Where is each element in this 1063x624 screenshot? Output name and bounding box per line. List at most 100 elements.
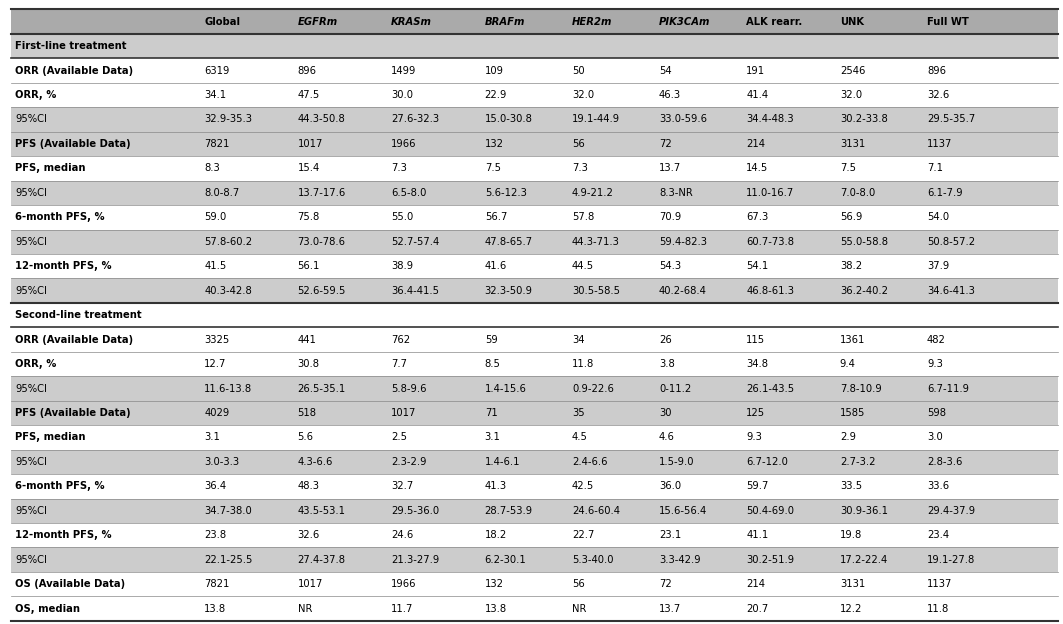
Text: 47.5: 47.5 xyxy=(298,90,320,100)
Text: 3131: 3131 xyxy=(840,579,865,589)
Text: 24.6: 24.6 xyxy=(391,530,414,540)
Text: 20.7: 20.7 xyxy=(746,603,769,613)
Text: 12-month PFS, %: 12-month PFS, % xyxy=(15,530,112,540)
Text: 23.1: 23.1 xyxy=(659,530,681,540)
Bar xyxy=(11,376,1058,401)
Text: 70.9: 70.9 xyxy=(659,212,681,222)
Text: 7.0-8.0: 7.0-8.0 xyxy=(840,188,875,198)
Text: 50.4-69.0: 50.4-69.0 xyxy=(746,506,794,516)
Text: HER2m: HER2m xyxy=(572,17,612,27)
Bar xyxy=(11,34,1058,58)
Text: 21.3-27.9: 21.3-27.9 xyxy=(391,555,439,565)
Text: 214: 214 xyxy=(746,579,765,589)
Text: 11.7: 11.7 xyxy=(391,603,414,613)
Text: NR: NR xyxy=(298,603,313,613)
Text: 762: 762 xyxy=(391,334,410,344)
Text: 50.8-57.2: 50.8-57.2 xyxy=(927,236,975,246)
Text: OS, median: OS, median xyxy=(15,603,80,613)
Text: 32.3-50.9: 32.3-50.9 xyxy=(485,286,533,296)
Text: 8.3: 8.3 xyxy=(204,163,220,173)
Text: 11.8: 11.8 xyxy=(572,359,594,369)
Text: 6319: 6319 xyxy=(204,66,230,76)
Text: 8.0-8.7: 8.0-8.7 xyxy=(204,188,239,198)
Text: 34.1: 34.1 xyxy=(204,90,226,100)
Text: 2.5: 2.5 xyxy=(391,432,407,442)
Text: 36.2-40.2: 36.2-40.2 xyxy=(840,286,888,296)
Text: ORR (Available Data): ORR (Available Data) xyxy=(15,66,133,76)
Text: 12.2: 12.2 xyxy=(840,603,862,613)
Text: 125: 125 xyxy=(746,408,765,418)
Text: 59.4-82.3: 59.4-82.3 xyxy=(659,236,707,246)
Text: PFS, median: PFS, median xyxy=(15,432,85,442)
Text: 7.7: 7.7 xyxy=(391,359,407,369)
Text: 48.3: 48.3 xyxy=(298,481,320,491)
Text: 1017: 1017 xyxy=(298,139,323,149)
Text: 59: 59 xyxy=(485,334,497,344)
Text: 95%CI: 95%CI xyxy=(15,114,47,124)
Text: 34.8: 34.8 xyxy=(746,359,769,369)
Text: 7.3: 7.3 xyxy=(572,163,588,173)
Text: 54.1: 54.1 xyxy=(746,261,769,271)
Text: 7821: 7821 xyxy=(204,139,230,149)
Text: 6.2-30.1: 6.2-30.1 xyxy=(485,555,526,565)
Text: 95%CI: 95%CI xyxy=(15,236,47,246)
Text: 46.3: 46.3 xyxy=(659,90,681,100)
Text: 2546: 2546 xyxy=(840,66,865,76)
Text: Full WT: Full WT xyxy=(927,17,968,27)
Text: 41.3: 41.3 xyxy=(485,481,507,491)
Text: 34: 34 xyxy=(572,334,585,344)
Text: 46.8-61.3: 46.8-61.3 xyxy=(746,286,794,296)
Text: 29.5-36.0: 29.5-36.0 xyxy=(391,506,439,516)
Text: 30.5-58.5: 30.5-58.5 xyxy=(572,286,620,296)
Text: 72: 72 xyxy=(659,579,672,589)
Text: 26.5-35.1: 26.5-35.1 xyxy=(298,384,345,394)
Text: ORR, %: ORR, % xyxy=(15,359,56,369)
Bar xyxy=(11,401,1058,425)
Text: 38.9: 38.9 xyxy=(391,261,414,271)
Text: 3.0-3.3: 3.0-3.3 xyxy=(204,457,239,467)
Text: 54: 54 xyxy=(659,66,672,76)
Text: ORR, %: ORR, % xyxy=(15,90,56,100)
Text: 11.6-13.8: 11.6-13.8 xyxy=(204,384,252,394)
Text: 7.8-10.9: 7.8-10.9 xyxy=(840,384,881,394)
Text: 0.9-22.6: 0.9-22.6 xyxy=(572,384,613,394)
Text: 55.0-58.8: 55.0-58.8 xyxy=(840,236,888,246)
Text: 42.5: 42.5 xyxy=(572,481,594,491)
Text: 14.5: 14.5 xyxy=(746,163,769,173)
Text: 2.9: 2.9 xyxy=(840,432,856,442)
Text: 1137: 1137 xyxy=(927,579,952,589)
Text: 33.6: 33.6 xyxy=(927,481,949,491)
Text: 67.3: 67.3 xyxy=(746,212,769,222)
Text: 30.2-51.9: 30.2-51.9 xyxy=(746,555,794,565)
Text: 6.5-8.0: 6.5-8.0 xyxy=(391,188,426,198)
Text: 2.3-2.9: 2.3-2.9 xyxy=(391,457,426,467)
Text: 32.6: 32.6 xyxy=(927,90,949,100)
Text: 11.0-16.7: 11.0-16.7 xyxy=(746,188,794,198)
Text: ORR (Available Data): ORR (Available Data) xyxy=(15,334,133,344)
Text: 32.0: 32.0 xyxy=(840,90,862,100)
Bar xyxy=(11,450,1058,474)
Text: 18.2: 18.2 xyxy=(485,530,507,540)
Text: 95%CI: 95%CI xyxy=(15,555,47,565)
Text: 7.3: 7.3 xyxy=(391,163,407,173)
Text: 1361: 1361 xyxy=(840,334,865,344)
Text: 26: 26 xyxy=(659,334,672,344)
Text: 15.4: 15.4 xyxy=(298,163,320,173)
Text: 4.9-21.2: 4.9-21.2 xyxy=(572,188,613,198)
Text: 7.5: 7.5 xyxy=(840,163,856,173)
Text: 29.4-37.9: 29.4-37.9 xyxy=(927,506,975,516)
Text: 191: 191 xyxy=(746,66,765,76)
Text: 3.0: 3.0 xyxy=(927,432,943,442)
Text: 60.7-73.8: 60.7-73.8 xyxy=(746,236,794,246)
Text: NR: NR xyxy=(572,603,587,613)
Bar xyxy=(11,9,1058,34)
Text: 8.3-NR: 8.3-NR xyxy=(659,188,693,198)
Text: 11.8: 11.8 xyxy=(927,603,949,613)
Text: 56.7: 56.7 xyxy=(485,212,507,222)
Bar xyxy=(11,547,1058,572)
Text: Second-line treatment: Second-line treatment xyxy=(15,310,141,320)
Text: 32.9-35.3: 32.9-35.3 xyxy=(204,114,252,124)
Text: 441: 441 xyxy=(298,334,317,344)
Text: 44.5: 44.5 xyxy=(572,261,594,271)
Text: PIK3CAm: PIK3CAm xyxy=(659,17,710,27)
